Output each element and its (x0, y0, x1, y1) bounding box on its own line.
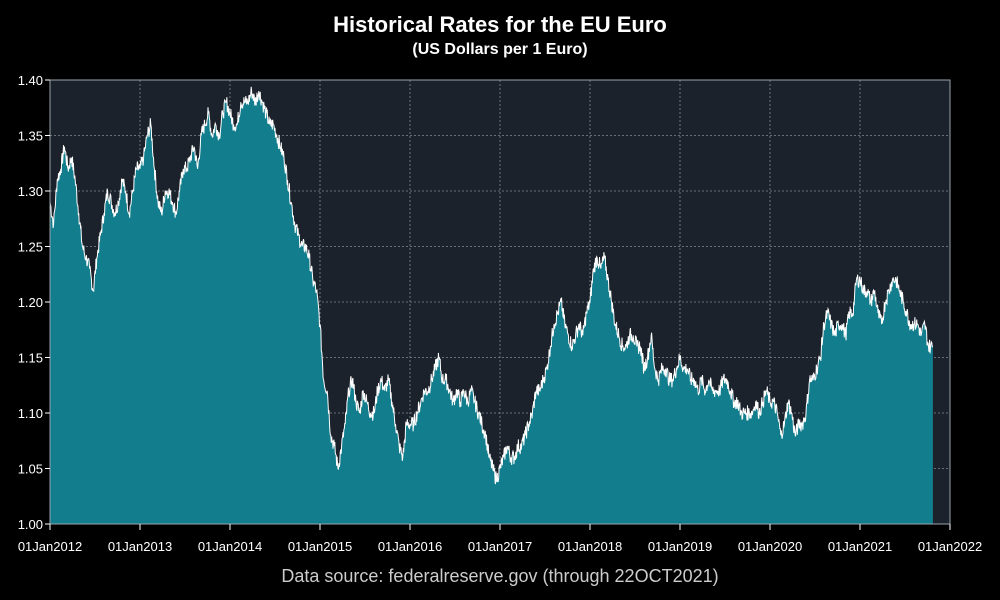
x-tick-label: 01Jan2017 (468, 539, 532, 554)
y-tick-label: 1.05 (18, 462, 43, 477)
x-tick-label: 01Jan2020 (738, 539, 802, 554)
rate-line (49, 86, 934, 485)
chart-subtitle: (US Dollars per 1 Euro) (412, 41, 588, 58)
x-tick-label: 01Jan2013 (108, 539, 172, 554)
y-tick-label: 1.00 (18, 517, 43, 532)
y-tick-label: 1.15 (18, 351, 43, 366)
data-source-note: Data source: federalreserve.gov (through… (281, 566, 719, 586)
y-tick-label: 1.40 (18, 73, 43, 88)
chart-title: Historical Rates for the EU Euro (333, 12, 667, 37)
x-tick-label: 01Jan2021 (828, 539, 892, 554)
x-tick-label: 01Jan2022 (918, 539, 982, 554)
y-tick-label: 1.35 (18, 129, 43, 144)
x-tick-label: 01Jan2012 (18, 539, 82, 554)
x-tick-label: 01Jan2014 (198, 539, 262, 554)
y-tick-label: 1.10 (18, 406, 43, 421)
x-tick-label: 01Jan2016 (378, 539, 442, 554)
y-tick-label: 1.30 (18, 184, 43, 199)
x-tick-label: 01Jan2015 (288, 539, 352, 554)
x-tick-label: 01Jan2019 (648, 539, 712, 554)
axes: 1.00 1.05 1.10 1.15 1.20 1.25 1.30 1.35 1.40 01Ja… (18, 73, 982, 554)
y-tick-label: 1.25 (18, 240, 43, 255)
y-tick-label: 1.20 (18, 295, 43, 310)
x-tick-label: 01Jan2018 (558, 539, 622, 554)
rate-area (50, 86, 933, 525)
